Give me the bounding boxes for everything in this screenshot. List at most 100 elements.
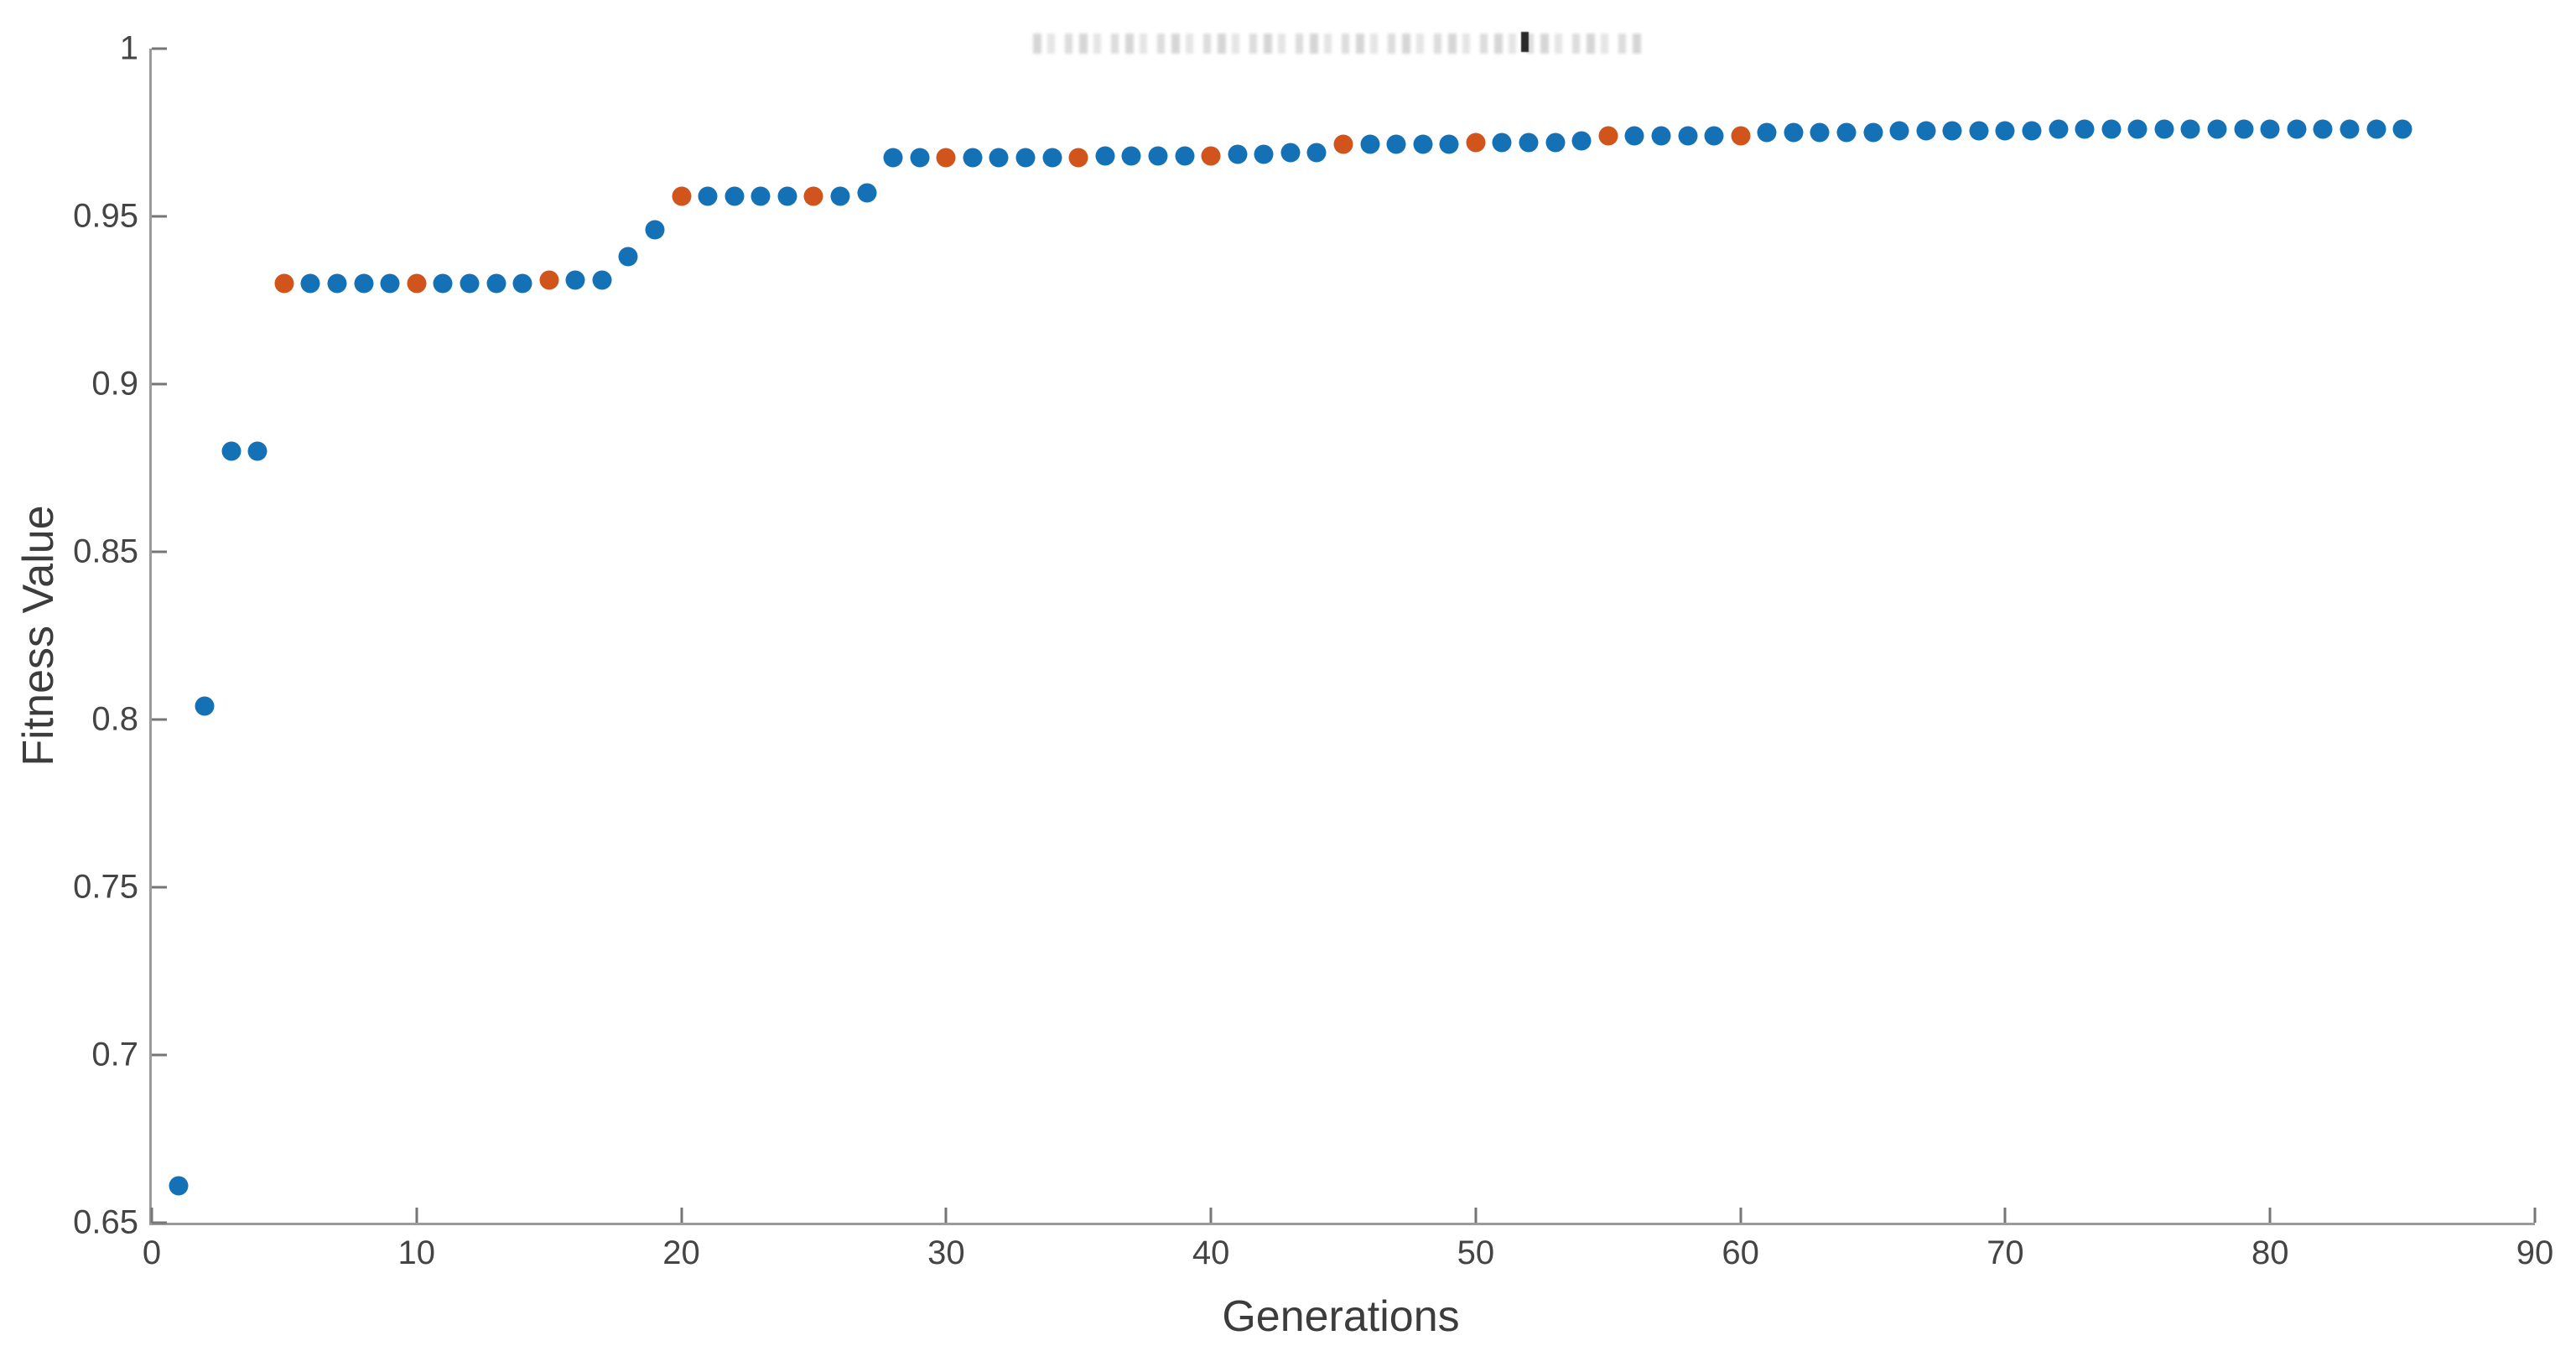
data-point xyxy=(1439,134,1459,154)
data-point xyxy=(803,186,823,206)
data-point xyxy=(1704,126,1724,146)
data-point xyxy=(1810,122,1830,143)
x-tick-label: 50 xyxy=(1457,1234,1495,1271)
x-tick-label: 30 xyxy=(927,1234,965,1271)
x-tick-mark xyxy=(2533,1208,2537,1223)
data-point xyxy=(327,273,347,294)
data-point xyxy=(1413,134,1433,154)
x-tick-mark xyxy=(2003,1208,2007,1223)
x-tick-label: 0 xyxy=(142,1234,162,1271)
data-point xyxy=(1175,146,1195,166)
x-tick-mark xyxy=(1209,1208,1213,1223)
data-point xyxy=(380,273,400,294)
data-point xyxy=(698,186,718,206)
data-point xyxy=(565,270,585,290)
data-point xyxy=(460,273,480,294)
data-point xyxy=(407,273,427,294)
y-tick-label: 0.9 xyxy=(91,365,138,403)
data-point xyxy=(830,186,850,206)
data-point xyxy=(1228,144,1248,164)
y-tick-label: 0.65 xyxy=(73,1203,138,1241)
data-point xyxy=(1254,144,1274,164)
data-point xyxy=(592,270,612,290)
data-point xyxy=(1148,146,1168,166)
data-point xyxy=(1545,133,1566,153)
data-point xyxy=(1280,143,1301,163)
data-point xyxy=(512,273,532,294)
data-point xyxy=(963,148,983,168)
y-tick-mark xyxy=(152,1053,167,1057)
data-point xyxy=(274,273,294,294)
data-point xyxy=(2207,119,2227,139)
data-point xyxy=(2340,119,2360,139)
x-tick-label: 20 xyxy=(662,1234,700,1271)
data-point xyxy=(777,186,797,206)
data-point xyxy=(1571,131,1592,151)
y-axis-label: Fitness Value xyxy=(14,505,63,766)
data-point xyxy=(1836,122,1857,143)
data-point xyxy=(672,186,692,206)
x-tick-label: 40 xyxy=(1192,1234,1230,1271)
data-point xyxy=(2049,119,2069,139)
data-point xyxy=(221,441,242,461)
x-tick-label: 60 xyxy=(1722,1234,1759,1271)
data-point xyxy=(724,186,745,206)
x-tick-mark xyxy=(415,1208,418,1223)
data-point xyxy=(486,273,506,294)
y-tick-mark xyxy=(152,550,167,553)
y-tick-label: 0.85 xyxy=(73,533,138,570)
data-point xyxy=(857,183,877,203)
data-point xyxy=(1889,121,1909,141)
x-tick-mark xyxy=(150,1208,153,1223)
data-point xyxy=(1492,133,1512,153)
data-point xyxy=(1015,148,1036,168)
y-tick-label: 1 xyxy=(119,29,138,67)
data-point xyxy=(1731,126,1751,146)
data-point xyxy=(354,273,374,294)
data-point xyxy=(883,148,903,168)
data-point xyxy=(1995,121,2015,141)
data-point xyxy=(618,247,638,267)
data-point xyxy=(2234,119,2254,139)
x-tick-label: 70 xyxy=(1987,1234,2024,1271)
x-tick-mark xyxy=(2268,1208,2272,1223)
data-point xyxy=(2022,121,2042,141)
data-point xyxy=(1360,134,1380,154)
y-tick-label: 0.75 xyxy=(73,868,138,906)
x-tick-mark xyxy=(680,1208,683,1223)
data-point xyxy=(1121,146,1141,166)
data-point xyxy=(300,273,320,294)
data-point xyxy=(1651,126,1671,146)
data-point xyxy=(1598,126,1618,146)
data-point xyxy=(1784,122,1804,143)
data-point xyxy=(2101,119,2122,139)
y-tick-mark xyxy=(152,215,167,218)
data-point xyxy=(1042,148,1062,168)
data-point xyxy=(247,441,267,461)
data-point xyxy=(1678,126,1697,146)
data-point xyxy=(1757,122,1777,143)
data-point xyxy=(2287,119,2307,139)
data-point xyxy=(1466,133,1486,153)
y-tick-mark xyxy=(152,1221,167,1224)
cropped-title-glyph-fragment xyxy=(1521,32,1529,52)
data-point xyxy=(1095,146,1115,166)
x-axis-label: Generations xyxy=(1222,1292,1460,1341)
data-point xyxy=(910,148,930,168)
data-point xyxy=(2392,119,2412,139)
data-point xyxy=(2075,119,2095,139)
data-point xyxy=(1068,148,1088,168)
data-point xyxy=(1333,134,1353,154)
y-tick-label: 0.7 xyxy=(91,1036,138,1073)
data-point xyxy=(539,270,559,290)
data-point xyxy=(1942,121,1962,141)
data-point xyxy=(2180,119,2200,139)
data-point xyxy=(1624,126,1644,146)
data-point xyxy=(2154,119,2174,139)
data-point xyxy=(1201,146,1221,166)
data-point xyxy=(1386,134,1406,154)
x-tick-label: 80 xyxy=(2251,1234,2289,1271)
y-tick-mark xyxy=(152,47,167,50)
data-point xyxy=(433,273,453,294)
data-point xyxy=(1916,121,1936,141)
